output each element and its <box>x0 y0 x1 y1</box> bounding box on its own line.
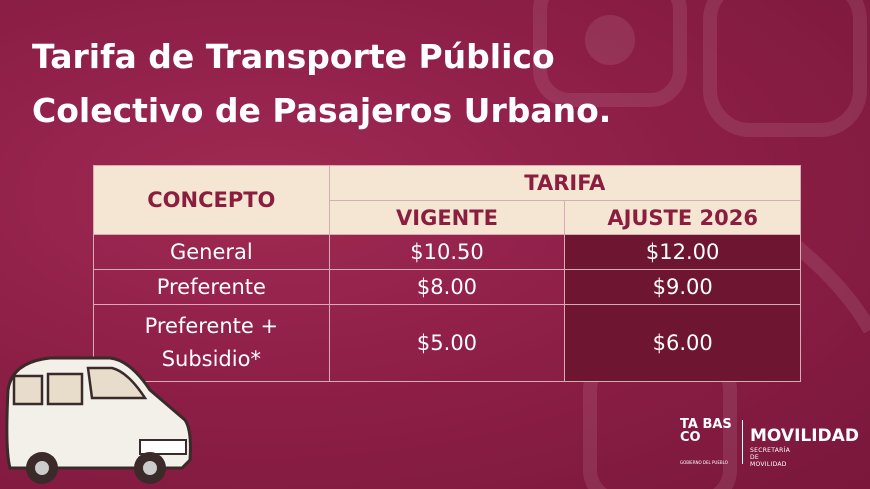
table-row: Preferente + Subsidio* $5.00 $6.00 <box>93 304 801 382</box>
fare-table: CONCEPTO TARIFA VIGENTE AJUSTE 2026 Gene… <box>93 165 802 382</box>
logo-wordmark: TA BAS CO <box>680 417 732 445</box>
header-row: CONCEPTO TARIFA <box>93 165 802 235</box>
column-header: TARIFA <box>328 165 802 201</box>
title-line: Tarifa de Transporte Público <box>32 37 555 76</box>
agency-name: MOVILIDAD <box>750 426 859 446</box>
title-line: Colectivo de Pasajeros Urbano. <box>32 91 612 130</box>
cell: $9.00 <box>564 269 801 305</box>
van-illustration <box>5 356 192 484</box>
agency-caption: SECRETARÍA DE MOVILIDAD <box>750 447 791 468</box>
cell: $8.00 <box>328 269 566 305</box>
cell: Preferente <box>93 269 330 305</box>
logo-caption: GOBIERNO DEL PUEBLO <box>680 460 728 465</box>
cell: $12.00 <box>564 234 801 270</box>
header-row: VIGENTE AJUSTE 2026 <box>94 200 801 235</box>
cell: General <box>93 234 330 270</box>
column-header: VIGENTE <box>328 200 566 235</box>
table-row: Preferente $8.00 $9.00 <box>93 269 801 305</box>
logo-separator <box>742 420 743 464</box>
cell: $6.00 <box>564 304 801 382</box>
cell: $5.00 <box>328 304 566 382</box>
column-header: AJUSTE 2026 <box>564 200 801 235</box>
table-row: General $10.50 $12.00 <box>93 234 801 270</box>
cell: $10.50 <box>328 234 566 270</box>
column-header: CONCEPTO <box>93 165 330 235</box>
title: Tarifa de Transporte Público Colectivo d… <box>32 30 611 138</box>
